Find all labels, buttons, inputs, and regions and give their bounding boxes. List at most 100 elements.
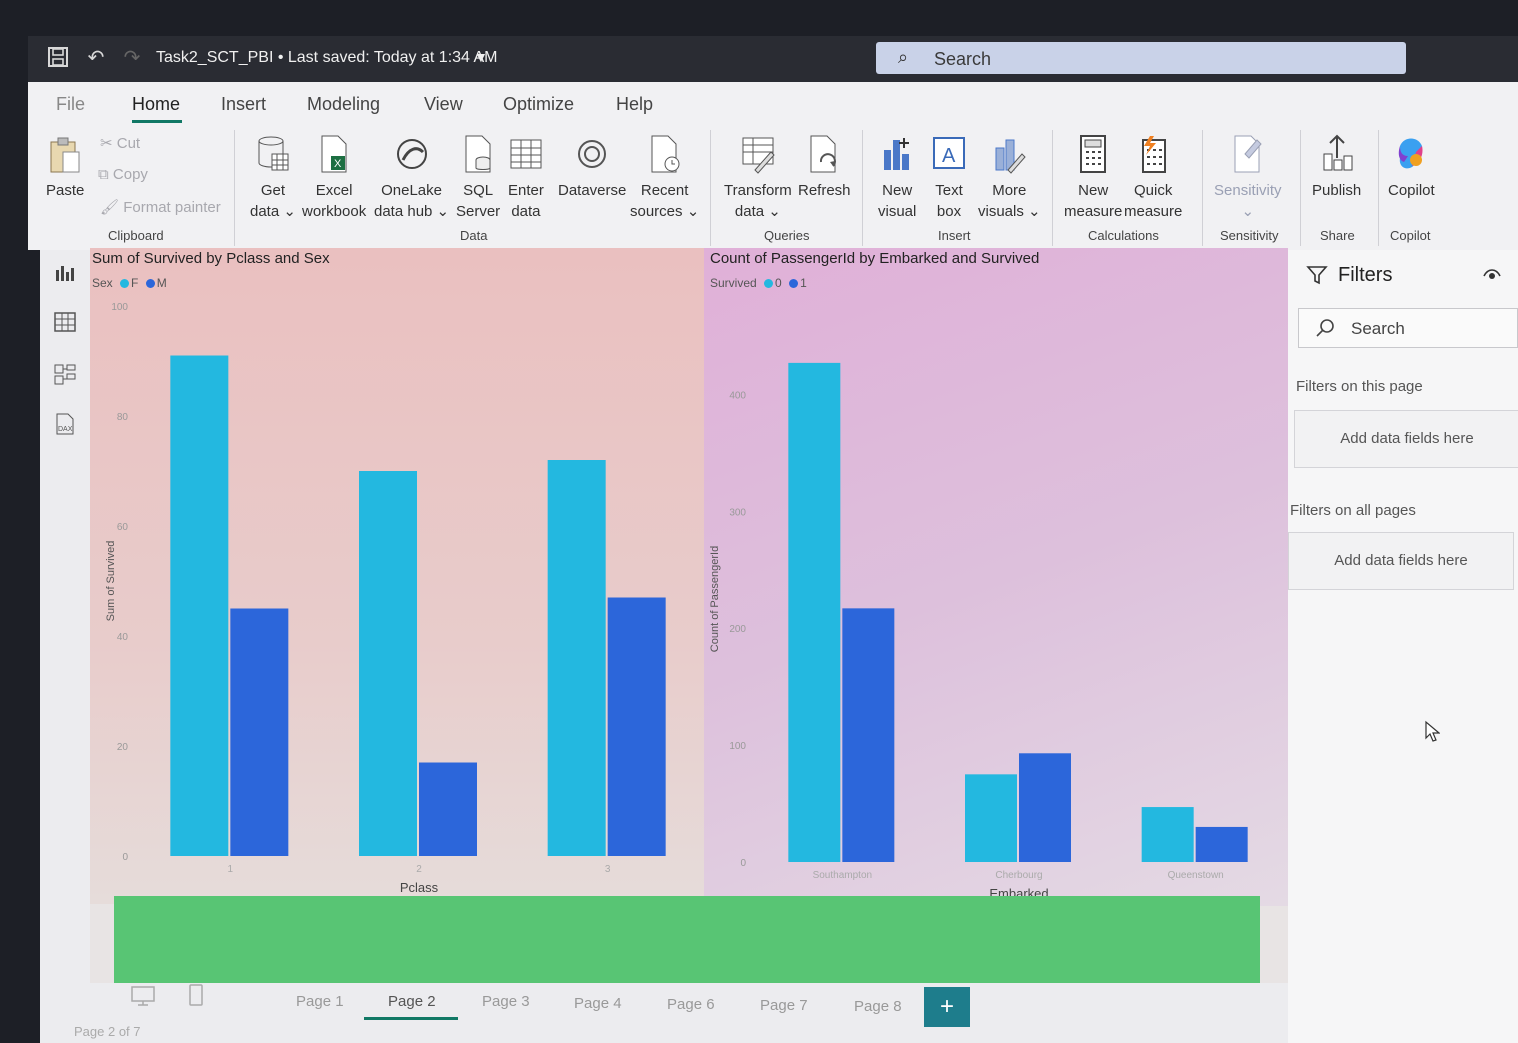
enter-data-button[interactable]: Enter data bbox=[508, 134, 544, 222]
recent-sources-button[interactable]: Recent sources ⌄ bbox=[630, 134, 699, 222]
menu-file[interactable]: File bbox=[56, 94, 86, 114]
new-visual-icon bbox=[884, 138, 910, 170]
group-label-copilot: Copilot bbox=[1390, 228, 1431, 243]
table-view-icon[interactable] bbox=[53, 310, 77, 334]
status-page-count: Page 2 of 7 bbox=[74, 1024, 141, 1039]
refresh-button[interactable]: Refresh bbox=[798, 134, 851, 201]
table-icon bbox=[510, 139, 542, 169]
active-page-indicator bbox=[364, 1017, 458, 1020]
text-box-icon: A bbox=[933, 137, 965, 169]
publish-button[interactable]: Publish bbox=[1312, 134, 1361, 201]
page-tabs-bar: Page 1 Page 2 Page 3 Page 4 Page 6 Page … bbox=[90, 983, 1288, 1043]
menu-help[interactable]: Help bbox=[616, 94, 654, 114]
menu-home[interactable]: Home bbox=[132, 94, 181, 114]
ribbon-separator bbox=[1378, 130, 1379, 246]
transform-data-button[interactable]: Transform data ⌄ bbox=[724, 134, 792, 222]
get-data-button[interactable]: Get data ⌄ bbox=[250, 134, 296, 222]
paste-button[interactable]: Paste bbox=[46, 134, 84, 201]
x-tick-label: Cherbourg bbox=[995, 870, 1042, 881]
ribbon-separator bbox=[862, 130, 863, 246]
redo-icon[interactable]: ↷ bbox=[123, 47, 141, 69]
y-tick-label: 20 bbox=[117, 742, 129, 753]
filters-this-page-dropzone[interactable]: Add data fields here bbox=[1294, 410, 1518, 468]
document-title: Task2_SCT_PBI • Last saved: Today at 1:3… bbox=[156, 49, 498, 66]
bar-2-m[interactable] bbox=[419, 762, 477, 857]
dataverse-button[interactable]: Dataverse bbox=[558, 134, 626, 201]
bar-2-f[interactable] bbox=[359, 471, 417, 856]
copilot-button[interactable]: Copilot bbox=[1388, 134, 1435, 201]
filters-pane: Filters Search Filters on this page Add … bbox=[1288, 250, 1518, 1043]
y-axis-title: Count of PassengerId bbox=[709, 546, 721, 652]
visual-survived-by-pclass[interactable]: Sum of Survived by Pclass and Sex Sex F … bbox=[90, 248, 706, 904]
new-visual-button[interactable]: New visual bbox=[878, 134, 916, 222]
mobile-layout-icon[interactable] bbox=[188, 983, 204, 1007]
bar-southampton-0[interactable] bbox=[788, 362, 841, 862]
bar-cherbourg-0[interactable] bbox=[965, 774, 1017, 862]
eye-icon[interactable] bbox=[1482, 266, 1502, 282]
menu-modeling[interactable]: Modeling bbox=[307, 94, 381, 114]
page-tab-6[interactable]: Page 6 bbox=[667, 996, 715, 1013]
title-dropdown-icon[interactable]: ▼ bbox=[474, 49, 488, 65]
more-visuals-button[interactable]: More visuals ⌄ bbox=[978, 134, 1041, 222]
global-search-input[interactable]: ⌕ Search bbox=[876, 42, 1406, 74]
page-tab-3[interactable]: Page 3 bbox=[482, 993, 530, 1010]
page-tab-2[interactable]: Page 2 bbox=[388, 993, 436, 1010]
new-measure-button[interactable]: New measure bbox=[1064, 134, 1122, 222]
transform-data-icon bbox=[742, 137, 775, 174]
search-icon: ⌕ bbox=[898, 47, 909, 67]
group-label-data: Data bbox=[460, 228, 488, 243]
text-box-button[interactable]: A Text box bbox=[932, 134, 966, 222]
filters-title: Filters bbox=[1338, 264, 1393, 286]
bar-1-f[interactable] bbox=[170, 355, 229, 857]
menu-insert[interactable]: Insert bbox=[221, 94, 267, 114]
sensitivity-button[interactable]: Sensitivity ⌄ bbox=[1214, 134, 1282, 222]
green-shape[interactable] bbox=[114, 896, 1260, 992]
page-tab-7[interactable]: Page 7 bbox=[760, 997, 808, 1014]
bar-cherbourg-1[interactable] bbox=[1019, 753, 1071, 862]
x-axis-title: Pclass bbox=[400, 880, 439, 895]
bar-1-m[interactable] bbox=[230, 608, 289, 857]
ribbon: File Home Insert Modeling View Optimize … bbox=[28, 82, 1518, 250]
bar-southampton-1[interactable] bbox=[842, 608, 895, 862]
onelake-data-hub-button[interactable]: OneLake data hub ⌄ bbox=[374, 134, 449, 222]
y-tick-label: 400 bbox=[729, 390, 746, 401]
y-tick-label: 100 bbox=[111, 302, 128, 313]
dax-query-view-icon[interactable]: DAX bbox=[53, 412, 77, 436]
svg-text:A: A bbox=[942, 145, 956, 167]
bar-queenstown-1[interactable] bbox=[1195, 826, 1248, 862]
page-tab-1[interactable]: Page 1 bbox=[296, 993, 344, 1010]
chart-title: Count of PassengerId by Embarked and Sur… bbox=[710, 250, 1040, 267]
sql-server-icon bbox=[465, 135, 491, 173]
bar-3-m[interactable] bbox=[607, 597, 666, 857]
undo-icon[interactable]: ↶ bbox=[87, 47, 105, 69]
group-label-share: Share bbox=[1320, 228, 1355, 243]
bar-queenstown-0[interactable] bbox=[1141, 807, 1194, 862]
quick-measure-icon bbox=[1142, 136, 1167, 173]
format-painter-button[interactable]: 🖌 Format painter bbox=[100, 199, 221, 216]
search-icon bbox=[1316, 319, 1334, 337]
page-tab-4[interactable]: Page 4 bbox=[574, 995, 622, 1012]
sql-server-button[interactable]: SQL Server bbox=[456, 134, 500, 222]
menu-view[interactable]: View bbox=[424, 94, 463, 114]
filters-search-input[interactable]: Search bbox=[1298, 308, 1518, 348]
menu-optimize[interactable]: Optimize bbox=[503, 94, 575, 114]
excel-workbook-button[interactable]: X Excel workbook bbox=[302, 134, 366, 222]
add-page-button[interactable]: + bbox=[924, 987, 970, 1027]
ribbon-separator bbox=[1300, 130, 1301, 246]
copy-button[interactable]: ⧉ Copy bbox=[98, 166, 148, 183]
dataverse-icon bbox=[578, 140, 607, 168]
bar-3-f[interactable] bbox=[547, 460, 606, 856]
recent-sources-icon bbox=[651, 135, 680, 173]
group-label-clipboard: Clipboard bbox=[108, 228, 164, 243]
svg-text:X: X bbox=[334, 158, 342, 170]
report-view-icon[interactable] bbox=[53, 260, 77, 284]
visual-passengers-by-embarked[interactable]: Count of PassengerId by Embarked and Sur… bbox=[704, 248, 1288, 906]
page-tab-8[interactable]: Page 8 bbox=[854, 998, 902, 1015]
desktop-layout-icon[interactable] bbox=[130, 985, 156, 1007]
model-view-icon[interactable] bbox=[53, 362, 77, 386]
save-icon[interactable] bbox=[46, 46, 70, 70]
quick-measure-button[interactable]: Quick measure bbox=[1124, 134, 1182, 222]
y-tick-label: 60 bbox=[117, 522, 129, 533]
filters-all-pages-dropzone[interactable]: Add data fields here bbox=[1288, 532, 1514, 590]
cut-button[interactable]: ✂ Cut bbox=[100, 135, 141, 152]
